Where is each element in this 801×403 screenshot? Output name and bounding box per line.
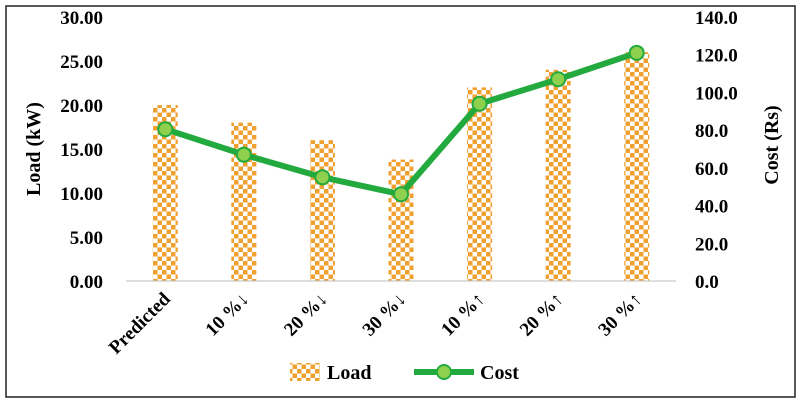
category-label: 20 %↓ [280,289,332,341]
category-label: 10 %↑ [437,289,489,341]
load-bar [467,87,493,282]
legend-cost-marker [436,364,452,380]
left-tick-label: 0.00 [70,272,103,293]
category-label: 30 %↓ [359,289,411,341]
left-tick-label: 15.00 [60,140,103,161]
cost-point [157,121,174,138]
category-label: 30 %↑ [594,289,646,341]
category-label: Predicted [105,288,175,358]
chart-border [5,5,796,398]
category-label: 20 %↑ [516,289,568,341]
right-tick-label: 140.0 [695,8,738,29]
right-tick-label: 60.0 [695,159,728,180]
cost-point [471,95,488,112]
load-bar [231,122,257,281]
left-tick-label: 20.00 [60,96,103,117]
load-bar [545,69,571,281]
load-bar [388,159,414,281]
load-bar [309,140,335,281]
left-tick-label: 30.00 [60,8,103,29]
right-tick-label: 80.0 [695,121,728,142]
legend-load-label: Load [327,362,371,384]
right-tick-label: 0.0 [695,272,719,293]
category-label: 10 %↓ [202,289,254,341]
legend-cost-label: Cost [480,362,519,384]
right-tick-label: 100.0 [695,83,738,104]
cost-point [550,71,567,88]
right-tick-label: 40.0 [695,197,728,218]
left-tick-label: 10.00 [60,184,103,205]
cost-point [628,44,645,61]
cost-point [235,146,252,163]
load-bar [624,52,650,282]
right-tick-label: 20.0 [695,234,728,255]
right-tick-label: 120.0 [695,46,738,67]
cost-point [393,186,409,203]
left-axis-title: Load (kW) [23,102,45,196]
left-tick-label: 5.00 [70,228,103,249]
left-tick-label: 25.00 [60,52,103,73]
cost-point [314,169,331,186]
right-axis-title: Cost (Rs) [761,105,783,184]
legend-load-swatch [290,363,320,381]
